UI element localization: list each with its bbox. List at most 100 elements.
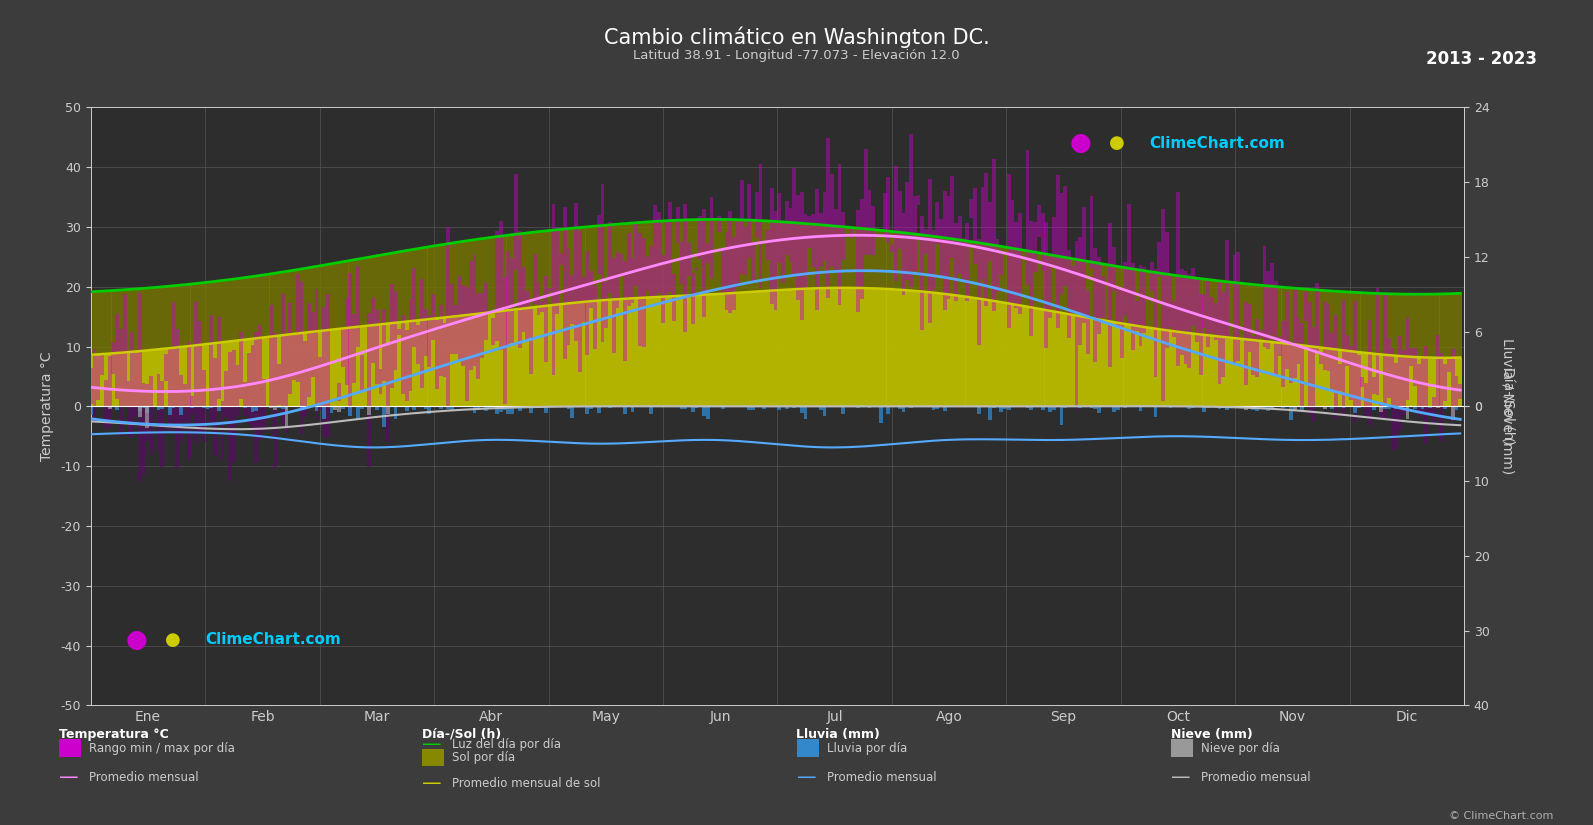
- Bar: [258, 325, 261, 407]
- Bar: [999, 247, 1004, 407]
- Bar: [736, 219, 739, 407]
- Bar: [750, 292, 755, 407]
- Bar: [1405, 295, 1410, 407]
- Bar: [1383, 407, 1388, 418]
- Bar: [338, 383, 341, 400]
- Bar: [1198, 279, 1203, 407]
- Bar: [747, 407, 750, 410]
- Bar: [1134, 326, 1139, 407]
- Bar: [1086, 291, 1090, 354]
- Bar: [1435, 358, 1440, 407]
- Bar: [879, 230, 883, 407]
- Bar: [1109, 322, 1112, 407]
- Bar: [409, 250, 413, 407]
- Bar: [1252, 337, 1255, 375]
- Bar: [935, 293, 940, 407]
- Bar: [277, 336, 280, 407]
- Bar: [984, 299, 988, 407]
- Bar: [1051, 256, 1056, 407]
- Bar: [1399, 356, 1402, 407]
- Bar: [1120, 290, 1123, 357]
- Bar: [984, 244, 988, 407]
- Bar: [545, 306, 548, 407]
- Bar: [905, 290, 910, 407]
- Bar: [126, 381, 131, 407]
- Bar: [1153, 272, 1158, 407]
- Bar: [518, 407, 521, 411]
- Bar: [443, 244, 446, 407]
- Bar: [1153, 269, 1158, 377]
- Bar: [371, 325, 374, 407]
- Text: —: —: [796, 767, 816, 787]
- Bar: [1372, 294, 1376, 407]
- Text: Día-/Sol (h): Día-/Sol (h): [422, 728, 502, 741]
- Bar: [1029, 308, 1034, 407]
- Bar: [766, 290, 769, 407]
- Bar: [913, 196, 916, 271]
- Bar: [1203, 407, 1206, 412]
- Bar: [299, 282, 303, 407]
- Bar: [894, 232, 898, 407]
- Bar: [443, 323, 446, 377]
- Bar: [1263, 342, 1266, 407]
- Bar: [112, 353, 115, 407]
- Bar: [150, 376, 153, 407]
- Bar: [1228, 337, 1233, 407]
- Bar: [977, 299, 981, 407]
- Bar: [156, 287, 161, 407]
- Bar: [142, 289, 145, 407]
- Bar: [774, 221, 777, 407]
- Bar: [1018, 250, 1023, 407]
- Bar: [349, 273, 352, 407]
- Bar: [573, 303, 578, 407]
- Bar: [1294, 407, 1297, 410]
- Bar: [1335, 315, 1338, 407]
- Bar: [951, 176, 954, 258]
- Bar: [115, 314, 119, 398]
- Bar: [1153, 407, 1158, 417]
- Bar: [785, 407, 789, 409]
- Bar: [1192, 407, 1195, 408]
- Bar: [327, 295, 330, 407]
- Bar: [1308, 346, 1311, 407]
- Bar: [977, 407, 981, 413]
- Bar: [1104, 321, 1109, 407]
- Bar: [969, 298, 973, 407]
- Bar: [898, 407, 902, 409]
- Bar: [747, 292, 750, 407]
- Bar: [266, 337, 269, 407]
- Bar: [551, 305, 556, 407]
- Bar: [89, 407, 92, 415]
- Bar: [1225, 282, 1228, 407]
- Bar: [175, 347, 180, 407]
- Bar: [100, 291, 104, 407]
- Bar: [680, 296, 683, 407]
- Bar: [857, 288, 860, 407]
- Bar: [139, 293, 142, 407]
- Bar: [763, 221, 766, 407]
- Bar: [714, 219, 717, 407]
- Bar: [510, 407, 515, 414]
- Bar: [255, 276, 258, 407]
- Bar: [1164, 274, 1169, 407]
- Bar: [112, 290, 115, 407]
- Bar: [484, 283, 487, 341]
- Bar: [1391, 348, 1394, 407]
- Bar: [728, 219, 733, 407]
- Bar: [1319, 347, 1322, 407]
- Bar: [1274, 280, 1278, 375]
- Bar: [792, 167, 796, 277]
- Bar: [548, 288, 551, 292]
- Bar: [1037, 205, 1040, 237]
- Bar: [233, 279, 236, 407]
- Bar: [233, 407, 236, 462]
- Bar: [1134, 270, 1139, 407]
- Bar: [1391, 356, 1394, 407]
- Bar: [1357, 355, 1360, 407]
- Bar: [360, 407, 363, 409]
- Bar: [352, 328, 357, 407]
- Text: Lluvia por día: Lluvia por día: [827, 742, 906, 755]
- Bar: [703, 407, 706, 416]
- Bar: [1040, 213, 1045, 271]
- Bar: [777, 407, 781, 410]
